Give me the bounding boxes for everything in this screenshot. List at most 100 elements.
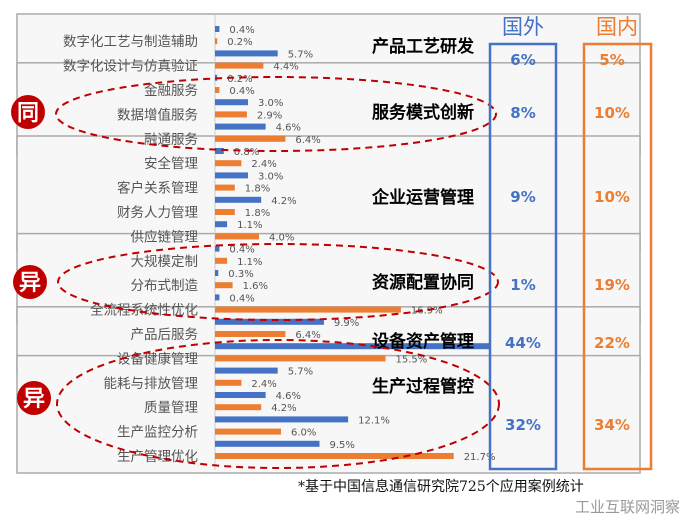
bar-domestic (215, 453, 454, 459)
bar-foreign (215, 318, 324, 325)
value-label-domestic: 2.9% (257, 110, 282, 121)
category-label: 数字化工艺与制造辅助 (63, 34, 198, 50)
value-label-foreign: 0.4% (229, 293, 254, 304)
category-label: 数据增值服务 (117, 107, 198, 123)
total-foreign: 6% (510, 51, 535, 69)
value-label-domestic: 1.8% (245, 184, 270, 195)
foreign-column-box (488, 42, 558, 471)
header-domestic: 国内 (596, 15, 638, 39)
svg-text:异: 异 (19, 271, 41, 296)
bars (215, 26, 490, 459)
group-label: 服务模式创新 (372, 102, 474, 123)
bar-foreign (215, 99, 248, 106)
bar-foreign (215, 26, 220, 32)
bar-foreign (215, 270, 219, 276)
category-label: 全流程系统性优化 (90, 302, 198, 319)
highlight-ellipses (55, 76, 500, 469)
bar-foreign (215, 343, 490, 350)
bar-domestic (215, 87, 220, 93)
bar-foreign (215, 50, 278, 57)
category-label: 供应链管理 (131, 228, 199, 245)
value-label-foreign: 4.2% (271, 196, 296, 207)
group-panel (16, 135, 641, 253)
category-label: 设备健康管理 (117, 350, 198, 367)
category-label: 能耗与排放管理 (104, 376, 199, 392)
bar-domestic (215, 135, 286, 142)
bar-foreign (215, 416, 349, 423)
category-label: 质量管理 (144, 400, 198, 416)
value-label-domestic: 16.9% (411, 306, 443, 317)
value-label-domestic: 1.8% (245, 208, 270, 219)
category-label: 分布式制造 (131, 278, 199, 294)
bar-domestic (215, 160, 242, 167)
total-domestic: 10% (594, 104, 630, 122)
bar-domestic (215, 282, 233, 289)
group-label: 企业运营管理 (371, 187, 474, 208)
total-foreign: 8% (510, 104, 535, 122)
value-label-foreign: 3.0% (258, 171, 283, 182)
bar-foreign (215, 123, 266, 130)
category-label: 安全管理 (144, 155, 198, 172)
value-label-foreign: 0.4% (229, 245, 254, 256)
value-label-foreign: 5.7% (288, 367, 313, 378)
bar-foreign (215, 367, 278, 374)
bar-foreign (215, 221, 228, 228)
total-domestic: 22% (594, 334, 630, 352)
bar-domestic (215, 111, 247, 118)
bar-domestic (215, 404, 262, 411)
bar-domestic (215, 62, 264, 69)
bar-domestic (215, 257, 228, 264)
domestic-column-box (582, 42, 653, 471)
ellipse-diff-1 (57, 243, 499, 321)
value-label-domestic: 15.5% (396, 354, 428, 365)
value-label-foreign: 5.7% (288, 49, 313, 60)
value-label-domestic: 1.1% (237, 257, 262, 268)
category-label: 金融服务 (144, 83, 198, 99)
total-domestic: 10% (594, 188, 630, 206)
bar-foreign (215, 294, 220, 301)
value-label-foreign: 12.1% (358, 415, 390, 426)
value-label-domestic: 6.4% (295, 135, 320, 146)
value-label-domestic: 2.4% (251, 159, 276, 170)
value-label-domestic: 6.0% (291, 428, 316, 439)
value-label-foreign: 4.6% (276, 391, 301, 402)
svg-text:同: 同 (17, 101, 39, 126)
category-label: 财务人力管理 (117, 205, 198, 221)
ellipse-diff-2 (56, 339, 500, 469)
total-domestic: 19% (594, 276, 630, 294)
value-label-domestic: 4.0% (269, 232, 294, 243)
value-label-foreign: 1.1% (237, 220, 262, 231)
bar-foreign (215, 440, 320, 447)
category-label: 产品后服务 (131, 327, 199, 343)
value-label-foreign: 3.0% (258, 98, 283, 109)
total-foreign: 44% (505, 334, 541, 352)
value-label-domestic: 6.4% (295, 330, 320, 341)
category-label: 生产监控分析 (117, 425, 198, 441)
category-label: 融通服务 (144, 132, 198, 148)
badge-diff-1: 异 (13, 265, 47, 299)
ellipse-same (55, 76, 497, 152)
watermark: 工业互联网洞察 (575, 498, 680, 516)
category-label: 客户关系管理 (117, 180, 198, 197)
bar-foreign (215, 392, 266, 398)
value-label-foreign: 4.6% (276, 123, 301, 134)
group-label: 设备资产管理 (372, 331, 474, 352)
badge-same: 同 (11, 95, 45, 129)
group-panels (16, 13, 641, 474)
group-label: 生产过程管控 (372, 376, 474, 397)
bar-domestic (215, 331, 286, 337)
value-label-domestic: 4.4% (273, 62, 298, 73)
value-label-foreign: 0.8% (234, 147, 259, 158)
total-foreign: 1% (510, 276, 535, 294)
group-label: 产品工艺研发 (372, 36, 475, 57)
total-domestic: 5% (599, 51, 624, 69)
value-label-domestic: 0.4% (229, 86, 254, 97)
value-label-domestic: 21.7% (464, 452, 496, 463)
category-label: 数字化设计与仿真验证 (63, 59, 198, 75)
bar-foreign (215, 196, 262, 203)
header-foreign: 国外 (502, 15, 544, 39)
value-label-foreign: 0.4% (229, 25, 254, 36)
value-label-foreign: 0.3% (228, 269, 253, 280)
bar-domestic (215, 38, 218, 45)
